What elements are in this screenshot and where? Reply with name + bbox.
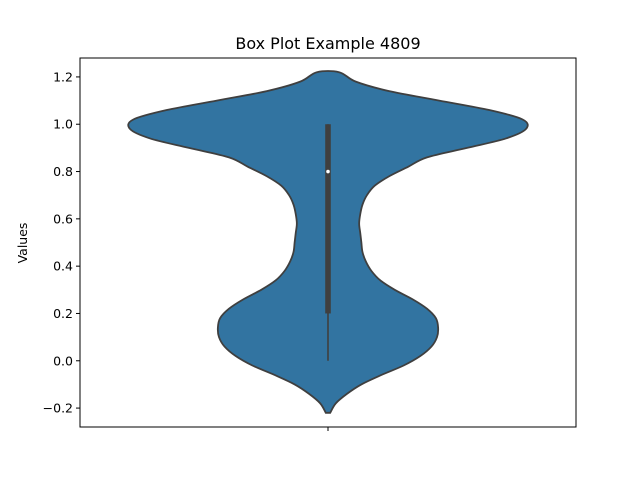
- y-tick-label: −0.2: [43, 401, 73, 416]
- y-tick-label: 0.0: [53, 353, 73, 368]
- median-point: [326, 169, 330, 174]
- y-tick-label: 0.8: [53, 164, 73, 179]
- iqr-box: [325, 124, 331, 314]
- y-tick-label: 1.2: [53, 69, 73, 84]
- y-tick-label: 1.0: [53, 117, 73, 132]
- y-tick-label: 0.4: [53, 259, 73, 274]
- y-tick-label: 0.6: [53, 211, 73, 226]
- chart-title: Box Plot Example 4809: [235, 34, 420, 53]
- y-tick-label: 0.2: [53, 306, 73, 321]
- y-axis-label: Values: [15, 223, 30, 264]
